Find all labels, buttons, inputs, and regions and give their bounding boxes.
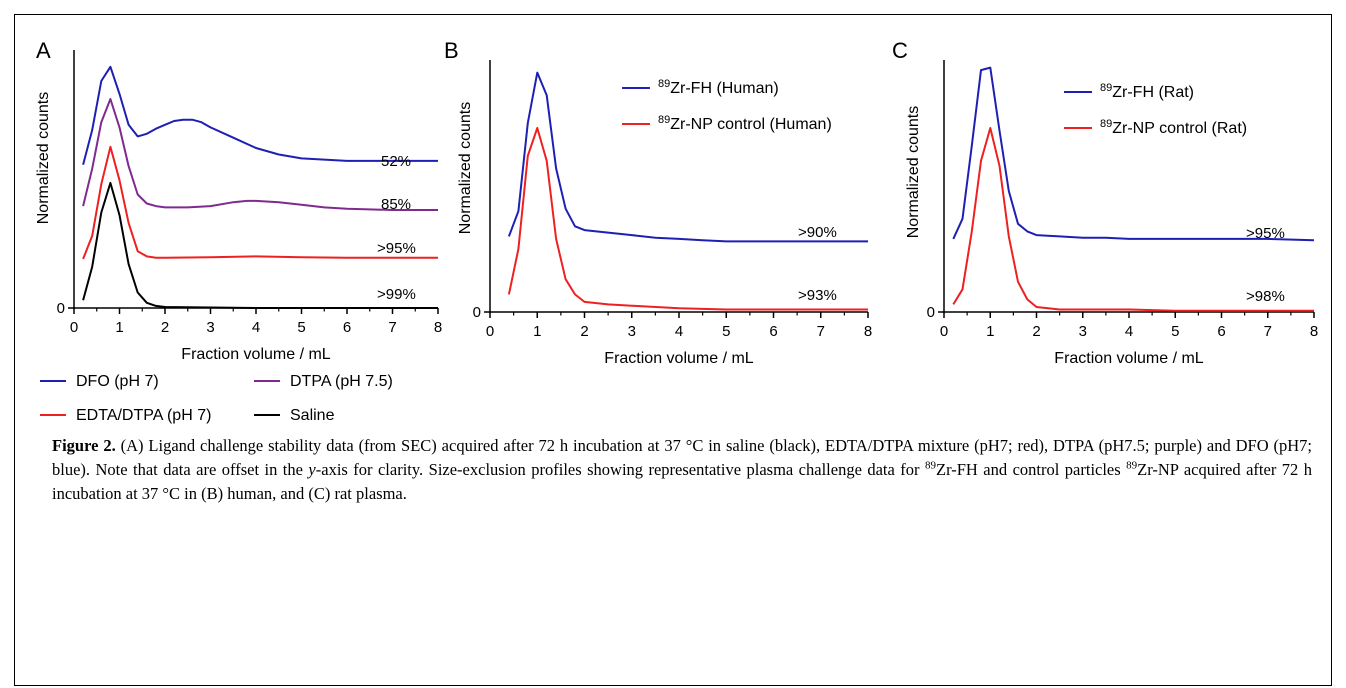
x-tick-label: 0 <box>70 319 78 336</box>
legend-text: Zr-FH (Human) <box>670 80 778 97</box>
legend-text: Zr-FH (Rat) <box>1112 84 1194 101</box>
series-line <box>82 145 438 260</box>
legend-text: Zr-NP control (Rat) <box>1112 120 1247 137</box>
legend-label: DFO (pH 7) <box>76 373 159 390</box>
y-axis-label: Normalized counts <box>905 106 922 239</box>
legend-label: DTPA (pH 7.5) <box>290 373 393 390</box>
x-tick-label: 2 <box>161 319 169 336</box>
y-tick-label: 0 <box>473 304 481 321</box>
data-label: 85% <box>381 196 411 213</box>
y-tick-label: 0 <box>927 304 935 321</box>
legend-label: EDTA/DTPA (pH 7) <box>76 407 211 424</box>
y-axis-label: Normalized counts <box>457 102 474 235</box>
data-label: >95% <box>1246 225 1285 242</box>
data-label: >90% <box>798 224 837 241</box>
x-tick-label: 4 <box>252 319 260 336</box>
legend-sup: 89 <box>658 78 670 90</box>
x-tick-label: 0 <box>940 323 948 340</box>
x-tick-label: 7 <box>817 323 825 340</box>
data-label: >98% <box>1246 288 1285 305</box>
x-tick-label: 7 <box>1264 323 1272 340</box>
y-tick-label: 0 <box>57 300 65 317</box>
x-axis-label: Fraction volume / mL <box>181 346 330 363</box>
x-tick-label: 8 <box>864 323 872 340</box>
x-axis-label: Fraction volume / mL <box>1054 350 1203 367</box>
figure-caption: Figure 2. (A) Ligand challenge stability… <box>52 434 1312 506</box>
legend-sup: 89 <box>658 114 670 126</box>
figure-frame <box>14 14 1332 686</box>
chart-panel-a: A 00 1 2 3 4 5 6 7 8 Fraction volume / mL Normalize… <box>35 38 442 363</box>
x-tick-label: 8 <box>1310 323 1318 340</box>
series-line <box>507 71 868 243</box>
x-axis-label: Fraction volume / mL <box>604 350 753 367</box>
legend-sup: 89 <box>1100 82 1112 94</box>
legend-label: 89Zr-NP control (Human) <box>658 114 832 133</box>
legend-label: Saline <box>290 407 335 424</box>
y-axis-label: Normalized counts <box>35 92 52 225</box>
legend-label: 89Zr-FH (Rat) <box>1100 82 1194 101</box>
x-tick-label: 7 <box>388 319 396 336</box>
x-tick-label: 1 <box>115 319 123 336</box>
x-tick-label: 1 <box>986 323 994 340</box>
data-label: >99% <box>377 286 416 303</box>
panel-letter: B <box>444 38 459 63</box>
x-tick-label: 6 <box>343 319 351 336</box>
legend-label: 89Zr-NP control (Rat) <box>1100 118 1247 137</box>
x-tick-label: 4 <box>1125 323 1133 340</box>
x-tick-label: 3 <box>1079 323 1087 340</box>
legend-label: 89Zr-FH (Human) <box>658 78 779 97</box>
x-tick-label: 6 <box>1217 323 1225 340</box>
x-tick-label: 2 <box>580 323 588 340</box>
x-tick-label: 0 <box>486 323 494 340</box>
caption-sup-2: 89 <box>1126 459 1138 472</box>
data-label: >95% <box>377 240 416 257</box>
series-line <box>952 127 1314 312</box>
legend-sup: 89 <box>1100 118 1112 130</box>
caption-text-1: (A) Ligand challenge stability data (fro… <box>52 436 1312 479</box>
x-tick-label: 4 <box>675 323 683 340</box>
caption-label: Figure 2. <box>52 436 116 455</box>
data-label: >93% <box>798 287 837 304</box>
caption-text-4: Zr-NP acquired after 72 h incubation at … <box>52 460 1312 503</box>
panel-letter: C <box>892 38 908 63</box>
x-tick-label: 2 <box>1032 323 1040 340</box>
series-line <box>82 181 438 309</box>
x-tick-label: 5 <box>297 319 305 336</box>
series-line <box>952 66 1315 242</box>
series-line <box>82 65 438 166</box>
data-label: 52% <box>381 153 411 170</box>
series-line <box>82 98 438 211</box>
chart-panel-b: B 00 1 2 3 4 5 6 7 8 Fraction volume / mL Normalize… <box>444 38 872 367</box>
series-line <box>507 127 868 311</box>
x-tick-label: 5 <box>722 323 730 340</box>
caption-sup-1: 89 <box>925 459 937 472</box>
caption-text-3: Zr-FH and control particles <box>936 460 1127 479</box>
legend-panel-a: DFO (pH 7) DTPA (pH 7.5) EDTA/DTPA (pH 7) S… <box>40 373 393 424</box>
panel-letter: A <box>36 38 51 63</box>
x-tick-label: 5 <box>1171 323 1179 340</box>
chart-panel-c: C 00 1 2 3 4 5 6 7 8 Fraction volume / mL Normalize… <box>892 38 1318 367</box>
legend-text: Zr-NP control (Human) <box>670 116 832 133</box>
x-tick-label: 8 <box>434 319 442 336</box>
caption-italic: y <box>308 460 316 479</box>
x-tick-label: 6 <box>769 323 777 340</box>
x-tick-label: 3 <box>206 319 214 336</box>
x-tick-label: 1 <box>533 323 541 340</box>
x-tick-label: 3 <box>628 323 636 340</box>
caption-text-2: -axis for clarity. Size-exclusion profil… <box>315 460 926 479</box>
